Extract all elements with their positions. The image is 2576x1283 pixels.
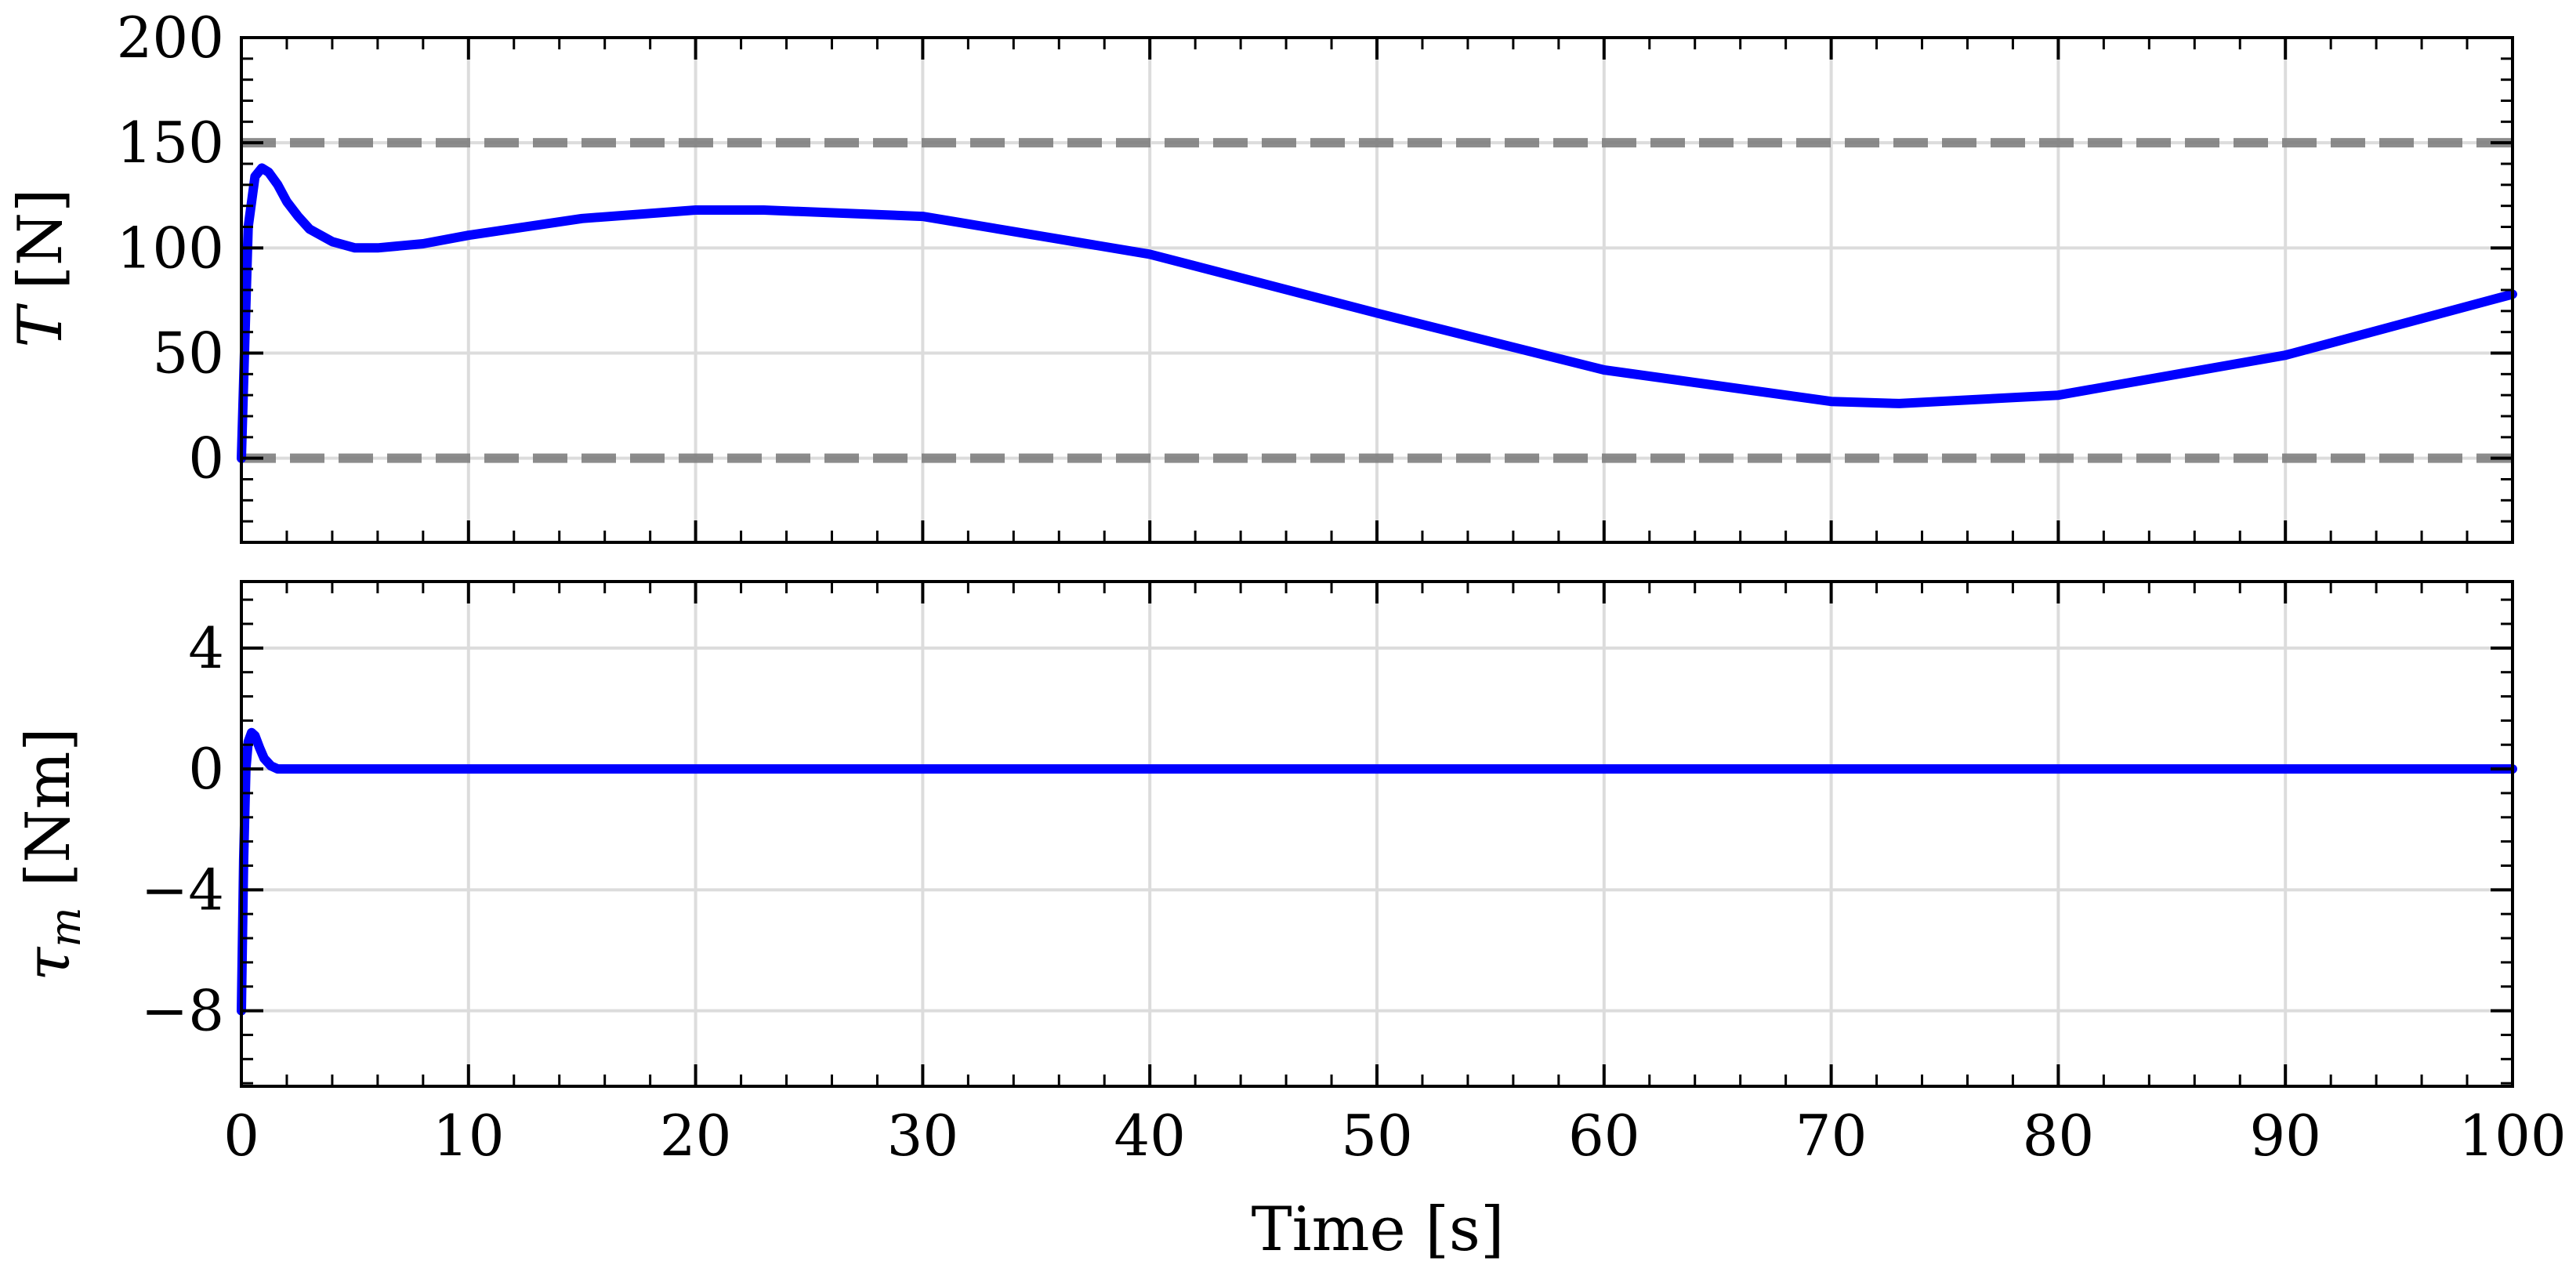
torque-ylabel-symbol: τ <box>13 946 84 981</box>
torque-ticks <box>240 582 2514 1086</box>
torque-xtick-label: 40 <box>1114 1103 1186 1169</box>
tension-panel: 0 50 100 150 200 T [N] <box>5 5 2517 544</box>
torque-xtick-label: 10 <box>433 1103 505 1169</box>
tension-ylabel: T [N] <box>5 188 76 347</box>
torque-xtick-label: 100 <box>2458 1103 2566 1169</box>
tension-ytick-label: 50 <box>152 321 224 386</box>
torque-ytick-label: −8 <box>141 978 224 1044</box>
torque-xtick-label: 0 <box>223 1103 259 1169</box>
torque-xtick-label: 30 <box>887 1103 959 1169</box>
tension-ytick-label: 100 <box>117 215 224 281</box>
tension-series-line <box>237 163 2517 463</box>
tension-series <box>237 163 2517 463</box>
tension-grid <box>240 36 2514 542</box>
tension-ytick-label: 0 <box>188 426 224 491</box>
torque-ytick-label: 4 <box>188 615 224 681</box>
torque-xtick-label: 80 <box>2023 1103 2095 1169</box>
tension-ytick-labels: 0 50 100 150 200 <box>117 5 224 491</box>
torque-grid <box>240 582 2514 1086</box>
torque-panel: 40−4−8 0 10 20 30 40 50 60 70 80 90 100 τm[Nm] Tim… <box>13 580 2567 1265</box>
torque-xtick-label: 50 <box>1341 1103 1413 1169</box>
tension-ytick-label: 150 <box>117 110 224 176</box>
torque-ytick-label: −4 <box>141 857 224 922</box>
torque-xtick-label: 90 <box>2249 1103 2321 1169</box>
tension-ticks <box>240 36 2514 544</box>
torque-xtick-label: 60 <box>1568 1103 1640 1169</box>
torque-ylabel: τm [Nm] <box>13 727 90 980</box>
tension-ytick-label: 200 <box>117 5 224 71</box>
torque-xtick-label: 20 <box>660 1103 732 1169</box>
tension-ylabel-symbol: T <box>5 303 76 348</box>
torque-ytick-label: 0 <box>188 736 224 802</box>
torque-ytick-labels: 4 0 −4 −8 <box>141 615 224 1044</box>
tension-reference-lines <box>241 138 2513 463</box>
tension-ylabel-unit: [N] <box>5 188 76 289</box>
torque-ylabel-subscript: m <box>41 907 90 947</box>
x-axis-label: Time [s] <box>1252 1194 1505 1265</box>
torque-xtick-label: 70 <box>1795 1103 1868 1169</box>
torque-ylabel-unit: [Nm] <box>13 727 84 886</box>
torque-xtick-labels: 0 10 20 30 40 50 60 70 80 90 100 <box>223 1103 2567 1169</box>
